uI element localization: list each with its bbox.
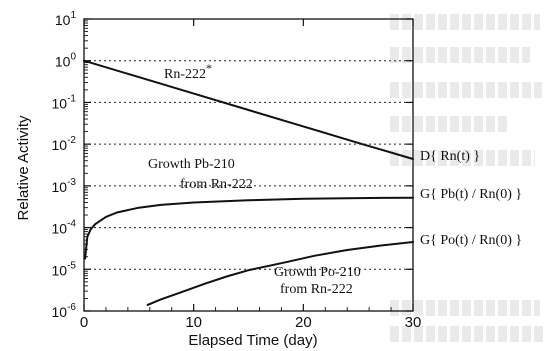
annotation-rn222-main: Rn-222 [164,67,206,82]
annotation-pb-line2: from Rn-222 [180,177,253,192]
series-po210-growth [146,241,414,306]
plot-frame [83,18,414,312]
x-tick-label-2: 20 [295,314,312,331]
y-axis-label: Relative Activity [15,115,32,221]
x-tick-label-1: 10 [185,314,202,331]
y-tick-label-0: 101 [55,10,77,28]
x-axis-label: Elapsed Time (day) [188,332,317,349]
annotation-po-line1: Growth Po-210 [274,265,361,280]
annotation-po-line2: from Rn-222 [280,282,353,297]
y-tick-label-1: 100 [55,52,77,70]
annotation-rn222-sup: * [206,61,212,75]
y-tick-labels: 101 100 10-1 10-2 10-3 10-4 10-5 10-6 [52,10,77,320]
x-tick-label-0: 0 [80,314,88,331]
series-pb210-growth [84,196,414,260]
axis-ticks [83,18,414,312]
y-tick-label-2: 10-1 [52,93,77,111]
series-label-po: G{ Po(t) / Rn(0) } [420,233,522,248]
y-tick-label-5: 10-4 [52,219,77,237]
y-tick-label-4: 10-3 [52,177,77,195]
y-tick-label-6: 10-5 [52,260,77,278]
series-lines [83,59,414,306]
series-label-rn: D{ Rn(t) } [420,149,480,164]
series-label-pb: G{ Pb(t) / Rn(0) } [420,187,522,202]
y-tick-label-3: 10-2 [52,135,77,153]
grid-lines [84,60,413,270]
x-tick-labels: 0 10 20 30 [80,314,422,331]
x-tick-label-3: 30 [405,314,422,331]
series-rn222-decay [83,59,414,160]
background-text-bleed [390,0,547,351]
annotation-pb-line1: Growth Pb-210 [148,157,235,172]
annotation-rn222: Rn-222* [164,61,212,82]
y-tick-label-7: 10-6 [52,302,77,320]
